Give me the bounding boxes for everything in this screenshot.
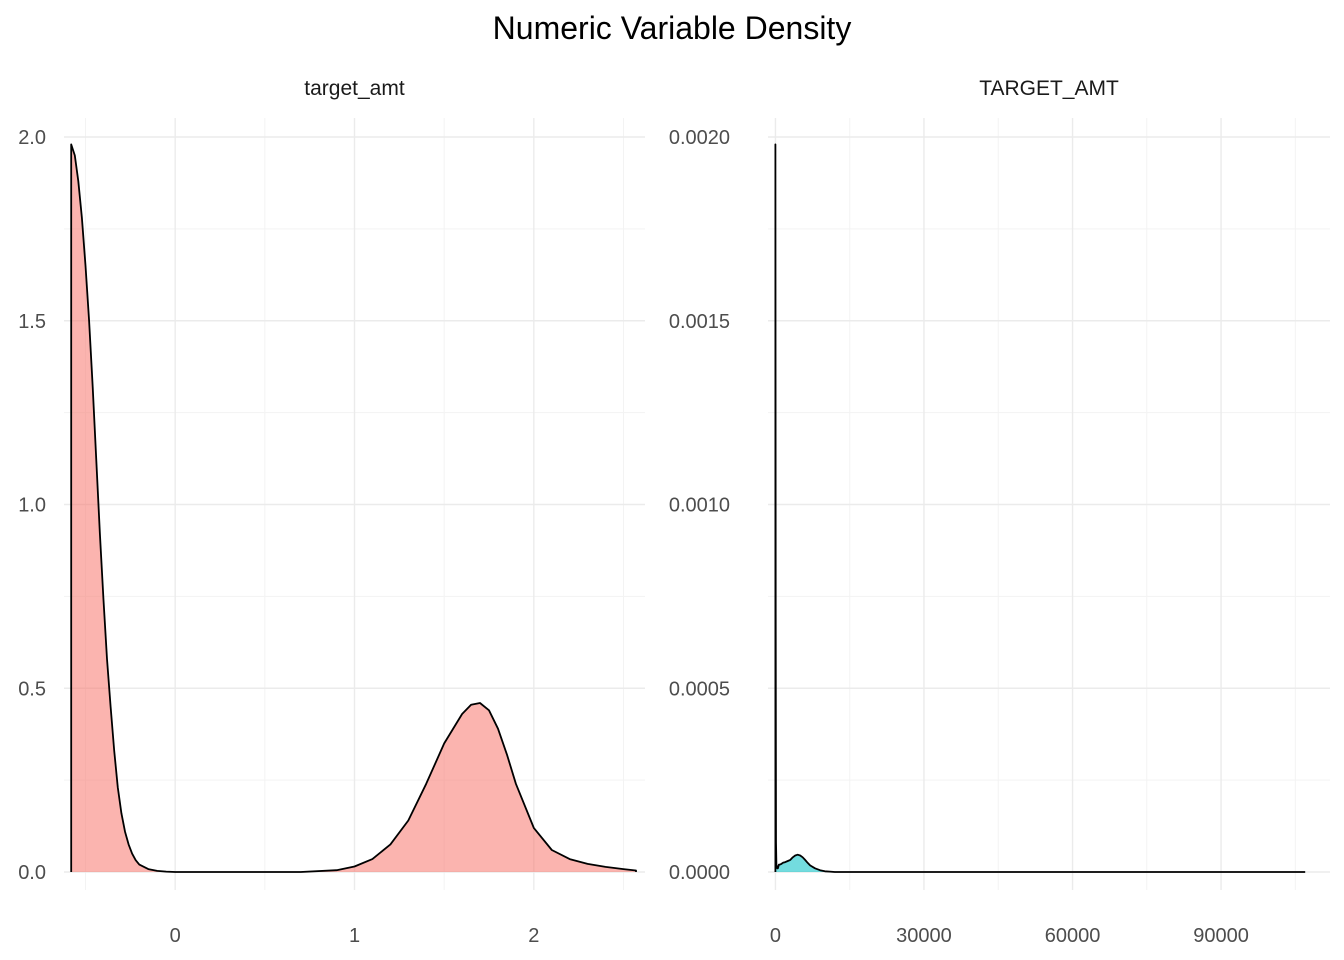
x-tick-label: 0	[170, 925, 181, 947]
y-tick-label: 0.0010	[669, 495, 730, 517]
panel-strip-label: target_amt	[304, 77, 405, 100]
panel-target-amt: target_amt 0.0 0.5 1.0 1.5 2.0 0 1 2	[18, 77, 645, 947]
x-tick-label: 1	[349, 925, 360, 947]
x-tick-label: 60000	[1045, 925, 1101, 947]
panel-strip-label: TARGET_AMT	[979, 77, 1119, 100]
x-tick-label: 0	[770, 925, 781, 947]
y-tick-label: 0.5	[18, 678, 46, 700]
x-tick-label: 2	[528, 925, 539, 947]
x-tick-label: 30000	[896, 925, 952, 947]
y-tick-label: 0.0005	[669, 678, 730, 700]
y-tick-label: 0.0015	[669, 311, 730, 333]
x-tick-label: 90000	[1193, 925, 1249, 947]
density-area	[775, 144, 1306, 872]
chart-title: Numeric Variable Density	[492, 10, 852, 46]
y-tick-label: 0.0020	[669, 127, 730, 149]
y-tick-label: 0.0	[18, 862, 46, 884]
density-line	[774, 143, 1306, 873]
y-tick-label: 1.0	[18, 495, 46, 517]
density-line	[70, 143, 637, 873]
y-tick-label: 0.0000	[669, 862, 730, 884]
density-area	[71, 144, 636, 872]
y-tick-label: 2.0	[18, 127, 46, 149]
panel-target-amt-upper: TARGET_AMT 0.0000 0.0005 0.0010 0.0015 0.0020…	[669, 77, 1330, 947]
y-tick-label: 1.5	[18, 311, 46, 333]
